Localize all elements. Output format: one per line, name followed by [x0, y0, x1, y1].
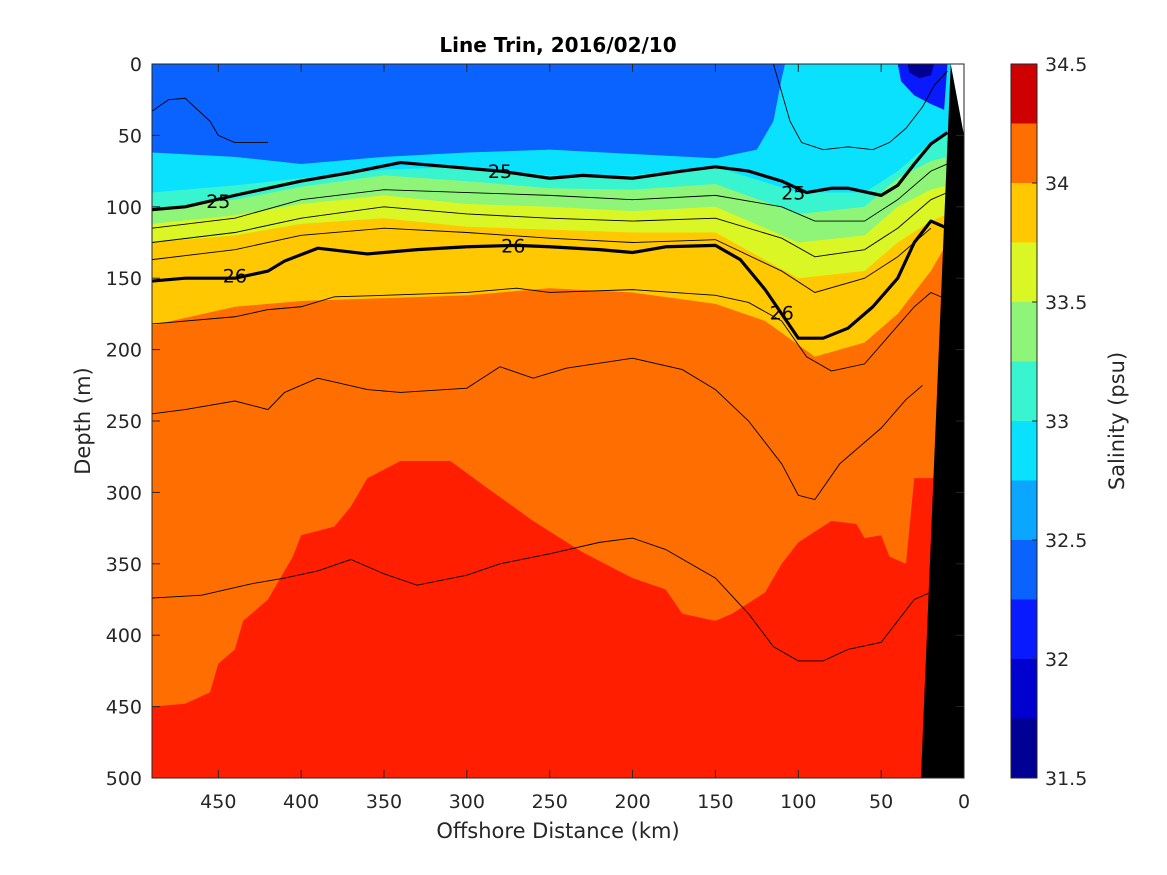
contour-label: 26 — [501, 235, 525, 257]
plot-area: 25 25 25 26 26 26 — [152, 64, 964, 778]
contour-label: 25 — [488, 161, 512, 183]
salinity-patch-fresh — [897, 64, 948, 110]
x-tick-label: 0 — [958, 791, 970, 813]
density-contour — [152, 537, 940, 662]
colorbar-tick-label: 32 — [1045, 649, 1069, 671]
seafloor — [920, 64, 964, 778]
colorbar-swatch — [1011, 480, 1037, 540]
colorbar-swatch — [1011, 361, 1037, 421]
x-tick-label: 100 — [780, 791, 816, 813]
colorbar-swatch — [1011, 421, 1037, 481]
coast-gap — [950, 64, 964, 136]
colorbar-swatch — [1011, 302, 1037, 362]
y-tick-label: 200 — [106, 340, 142, 362]
density-contour — [152, 287, 948, 372]
x-tick-label: 250 — [532, 791, 568, 813]
colorbar-tick-label: 34.5 — [1045, 54, 1087, 76]
density-contour — [152, 97, 268, 143]
x-axis-label: Offshore Distance (km) — [436, 819, 679, 843]
contour-label: 25 — [781, 183, 805, 205]
x-tick-label: 300 — [449, 791, 485, 813]
y-tick-label: 300 — [106, 482, 142, 504]
colorbar-swatch — [1011, 242, 1037, 302]
density-contour — [152, 163, 948, 229]
x-tick-label: 350 — [366, 791, 402, 813]
colorbar-tick-label: 33 — [1045, 411, 1069, 433]
salinity-patch-freshest — [907, 64, 935, 79]
y-tick-label: 50 — [118, 125, 142, 147]
y-tick-label: 350 — [106, 554, 142, 576]
y-axis-label: Depth (m) — [71, 367, 95, 474]
x-tick-label: 50 — [869, 791, 893, 813]
density-contour — [152, 357, 923, 501]
density-contour — [152, 192, 948, 258]
x-tick-label: 450 — [200, 791, 236, 813]
colorbar-tick-label: 33.5 — [1045, 292, 1087, 314]
density-contour — [152, 227, 932, 293]
isopycnal-25 — [152, 131, 949, 212]
x-axis: 450 400 350 300 250 200 150 100 50 0 — [200, 64, 970, 813]
colorbar: 31.5 32 32.5 33 33.5 34 34.5 — [1010, 54, 1087, 790]
colorbar-swatch — [1011, 540, 1037, 600]
y-tick-label: 250 — [106, 411, 142, 433]
y-tick-label: 450 — [106, 697, 142, 719]
contour-label: 25 — [206, 191, 230, 213]
colorbar-swatch — [1011, 599, 1037, 659]
contour-label: 26 — [770, 302, 794, 324]
colorbar-label: Salinity (psu) — [1105, 352, 1129, 490]
chart-title: Line Trin, 2016/02/10 — [439, 33, 676, 57]
colorbar-swatch — [1011, 659, 1037, 719]
x-tick-label: 200 — [614, 791, 650, 813]
density-contour — [772, 64, 948, 151]
y-tick-label: 150 — [106, 268, 142, 290]
isopycnal-26 — [152, 219, 949, 340]
colorbar-swatch — [1011, 718, 1037, 778]
x-tick-label: 400 — [283, 791, 319, 813]
y-tick-label: 100 — [106, 197, 142, 219]
colorbar-tick-label: 34 — [1045, 173, 1069, 195]
x-tick-label: 150 — [697, 791, 733, 813]
colorbar-swatch — [1011, 123, 1037, 183]
colorbar-swatch-top — [1011, 64, 1037, 124]
y-tick-label: 500 — [106, 768, 142, 790]
y-tick-label: 0 — [130, 54, 142, 76]
colorbar-tick-label: 32.5 — [1045, 530, 1087, 552]
colorbar-swatch — [1011, 183, 1037, 243]
y-tick-label: 400 — [106, 625, 142, 647]
contour-label: 26 — [223, 265, 247, 287]
colorbar-tick-label: 31.5 — [1045, 768, 1087, 790]
salinity-band — [152, 460, 964, 778]
y-axis: 0 50 100 150 200 250 300 350 400 450 500 — [106, 54, 964, 790]
